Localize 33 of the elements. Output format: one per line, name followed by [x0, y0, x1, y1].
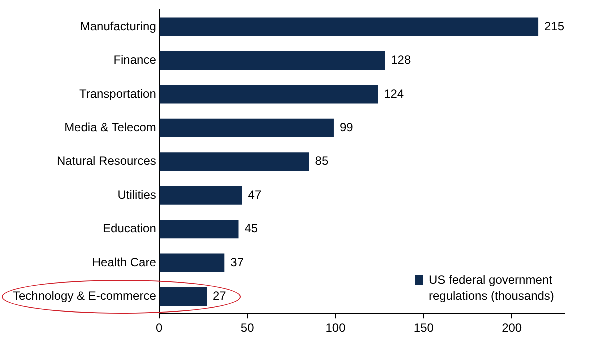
x-tick-label: 150	[414, 321, 434, 336]
y-tick-label: Finance	[114, 53, 157, 68]
bar	[160, 186, 242, 205]
y-tick-label: Education	[103, 222, 156, 236]
data-label: 215	[544, 19, 565, 34]
y-tick-label: Utilities	[118, 188, 156, 202]
data-label: 47	[248, 188, 262, 202]
data-label: 124	[384, 86, 404, 101]
data-label: 85	[315, 154, 329, 168]
y-tick-label: Manufacturing	[80, 19, 156, 34]
data-label: 45	[244, 222, 258, 236]
data-label: 99	[340, 120, 354, 134]
legend-label: US federal government regulations (thousands)	[429, 272, 556, 304]
data-label: 27	[213, 289, 227, 304]
bar	[160, 18, 539, 36]
bar	[160, 287, 208, 306]
bar	[160, 220, 239, 239]
y-tick-label: Media & Telecom	[64, 120, 156, 134]
bar	[160, 118, 334, 138]
data-label: 128	[391, 53, 412, 68]
y-tick-label: Transportation	[79, 86, 156, 101]
y-tick-label: Natural Resources	[57, 154, 156, 168]
x-tick-label: 200	[502, 321, 522, 336]
y-tick-label: Health Care	[92, 255, 157, 270]
x-tick-label: 50	[240, 321, 255, 336]
x-tick-label: 100	[326, 321, 346, 336]
bar	[160, 85, 378, 104]
x-tick-label: 0	[156, 321, 164, 336]
bar	[160, 152, 310, 172]
y-tick-label: Technology & E-commerce	[13, 289, 157, 304]
bar	[160, 254, 225, 272]
data-label: 37	[230, 255, 244, 270]
bar	[160, 51, 386, 70]
